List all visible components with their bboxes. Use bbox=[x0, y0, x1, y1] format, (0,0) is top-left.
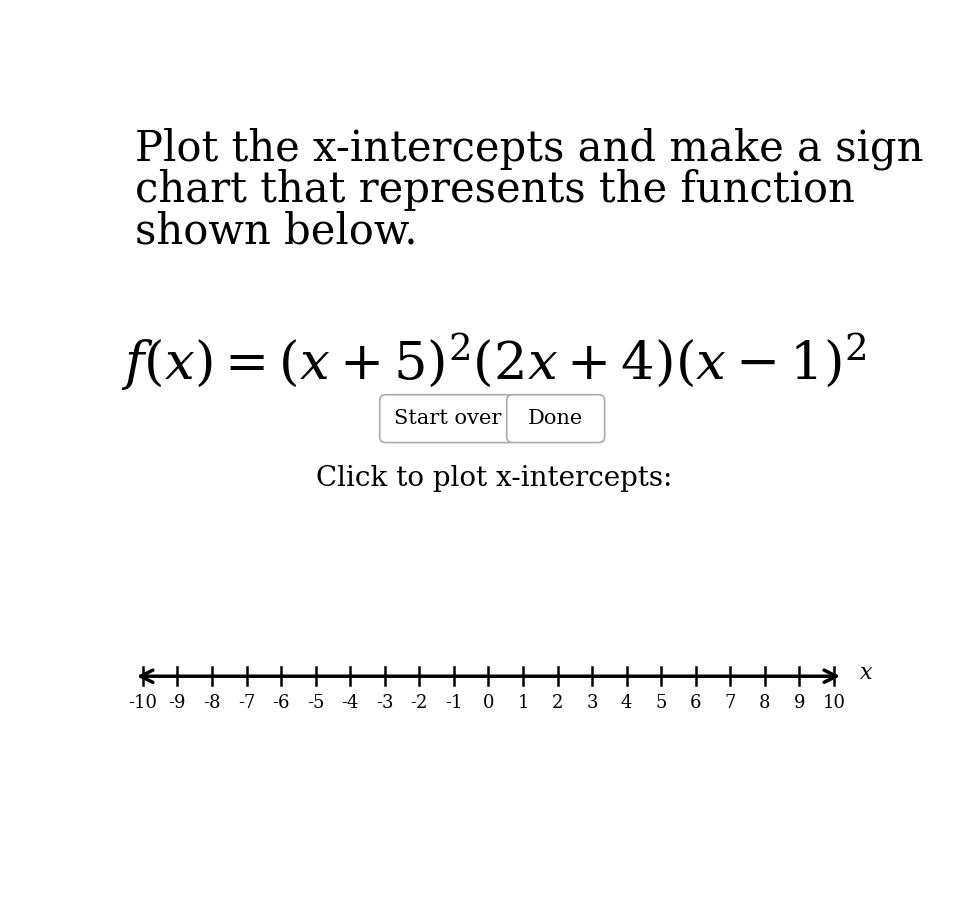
Text: shown below.: shown below. bbox=[135, 210, 418, 252]
Text: -10: -10 bbox=[128, 694, 157, 712]
Text: -8: -8 bbox=[203, 694, 221, 712]
Text: Plot the x-intercepts and make a sign: Plot the x-intercepts and make a sign bbox=[135, 127, 924, 170]
Text: -9: -9 bbox=[169, 694, 186, 712]
Text: -7: -7 bbox=[238, 694, 255, 712]
Text: -3: -3 bbox=[376, 694, 393, 712]
Text: Start over: Start over bbox=[393, 409, 501, 428]
Text: 5: 5 bbox=[656, 694, 667, 712]
Text: Done: Done bbox=[528, 409, 583, 428]
Text: 0: 0 bbox=[483, 694, 495, 712]
Text: 8: 8 bbox=[759, 694, 770, 712]
Text: 1: 1 bbox=[518, 694, 528, 712]
FancyBboxPatch shape bbox=[507, 395, 604, 442]
Text: -1: -1 bbox=[445, 694, 463, 712]
Text: 9: 9 bbox=[793, 694, 805, 712]
Text: -5: -5 bbox=[307, 694, 324, 712]
Text: 3: 3 bbox=[586, 694, 598, 712]
Text: $x$: $x$ bbox=[859, 664, 872, 684]
Text: 10: 10 bbox=[822, 694, 845, 712]
Text: 2: 2 bbox=[551, 694, 563, 712]
Text: $f(x) = (x + 5)^2(2x + 4)(x - 1)^2$: $f(x) = (x + 5)^2(2x + 4)(x - 1)^2$ bbox=[121, 332, 867, 393]
Text: -2: -2 bbox=[411, 694, 428, 712]
Text: -4: -4 bbox=[341, 694, 359, 712]
Text: 6: 6 bbox=[690, 694, 702, 712]
Text: chart that represents the function: chart that represents the function bbox=[135, 169, 855, 211]
Text: 4: 4 bbox=[621, 694, 632, 712]
Text: 7: 7 bbox=[725, 694, 736, 712]
FancyBboxPatch shape bbox=[380, 395, 515, 442]
Text: Click to plot x-intercepts:: Click to plot x-intercepts: bbox=[316, 465, 672, 492]
Text: -6: -6 bbox=[273, 694, 290, 712]
